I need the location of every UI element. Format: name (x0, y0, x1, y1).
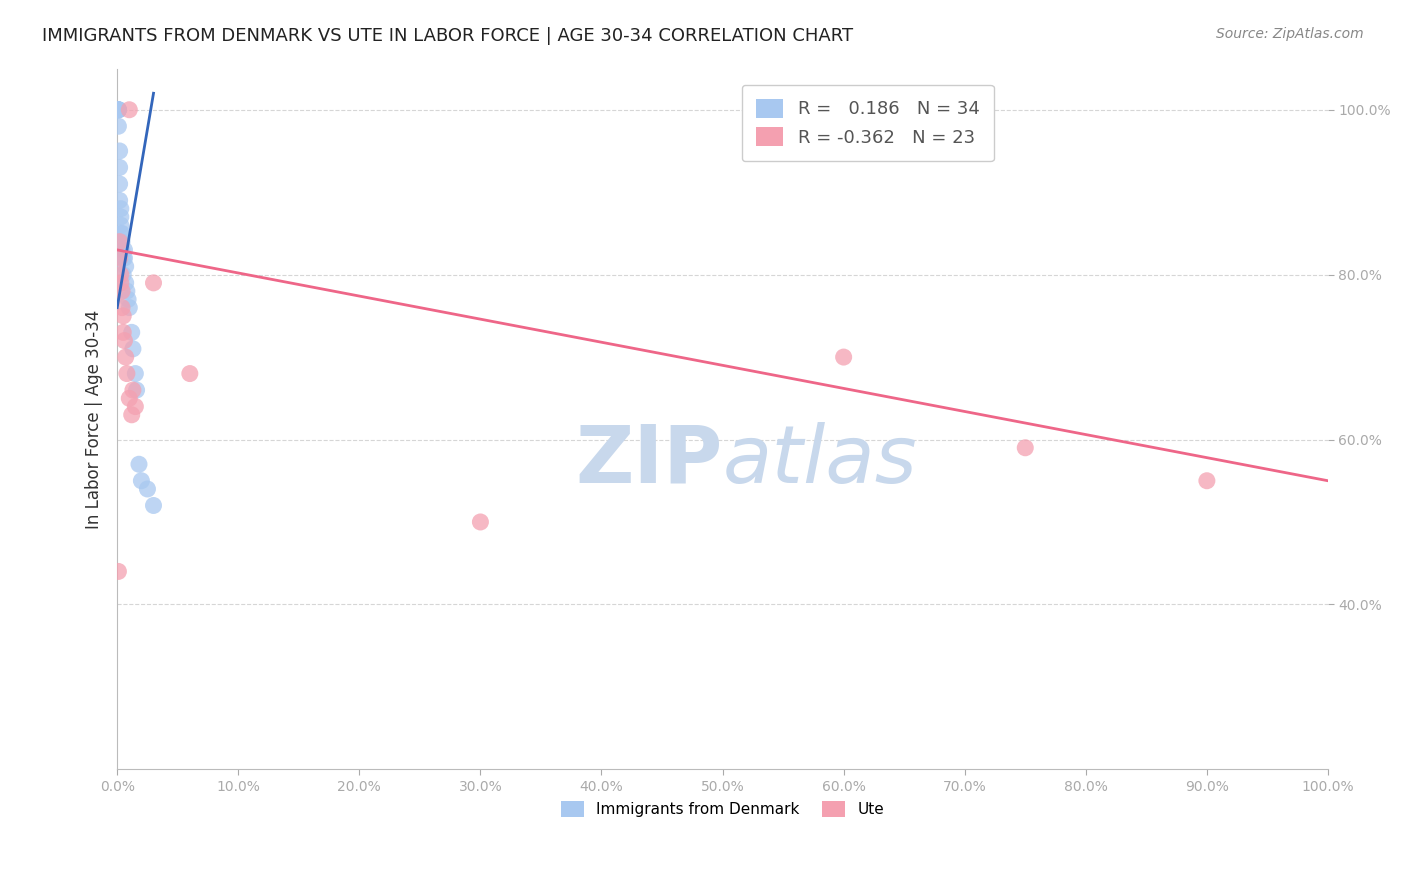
Point (111, 284, 134, 298)
Text: IMMIGRANTS FROM DENMARK VS UTE IN LABOR FORCE | AGE 30-34 CORRELATION CHART: IMMIGRANTS FROM DENMARK VS UTE IN LABOR … (42, 27, 853, 45)
Point (125, 383, 148, 397)
Point (112, 268, 135, 282)
Point (114, 251, 136, 265)
Point (114, 260, 136, 274)
Text: Source: ZipAtlas.com: Source: ZipAtlas.com (1216, 27, 1364, 41)
Point (1014, 441, 1036, 455)
Point (118, 392, 141, 406)
Point (111, 235, 134, 249)
Point (107, 103, 129, 117)
Point (111, 301, 134, 315)
Point (110, 202, 132, 216)
Point (111, 243, 134, 257)
Point (136, 482, 159, 496)
Text: ZIP: ZIP (575, 422, 723, 500)
Point (124, 400, 146, 414)
Point (142, 499, 165, 513)
Point (107, 103, 129, 117)
Point (121, 408, 143, 422)
Point (1195, 474, 1218, 488)
Point (114, 243, 136, 257)
Point (832, 350, 855, 364)
Point (108, 177, 131, 191)
Point (111, 227, 134, 241)
Point (114, 276, 136, 290)
Y-axis label: In Labor Force | Age 30-34: In Labor Force | Age 30-34 (86, 310, 103, 529)
Text: atlas: atlas (723, 422, 917, 500)
Point (118, 301, 141, 315)
Point (110, 210, 132, 224)
Legend: Immigrants from Denmark, Ute: Immigrants from Denmark, Ute (554, 794, 891, 825)
Point (108, 144, 131, 158)
Point (112, 326, 135, 340)
Point (112, 251, 135, 265)
Point (115, 284, 138, 298)
Point (110, 276, 132, 290)
Point (121, 326, 143, 340)
Point (118, 103, 141, 117)
Point (470, 515, 492, 529)
Point (114, 350, 136, 364)
Point (179, 367, 201, 381)
Point (110, 268, 132, 282)
Point (142, 276, 165, 290)
Point (122, 342, 145, 356)
Point (108, 161, 131, 175)
Point (110, 227, 132, 241)
Point (117, 293, 139, 307)
Point (124, 367, 146, 381)
Point (107, 103, 129, 117)
Point (128, 457, 150, 471)
Point (107, 103, 129, 117)
Point (107, 103, 129, 117)
Point (110, 218, 132, 232)
Point (122, 383, 145, 397)
Point (115, 367, 138, 381)
Point (108, 235, 131, 249)
Point (112, 309, 135, 323)
Point (107, 120, 129, 134)
Point (131, 474, 153, 488)
Point (108, 251, 131, 265)
Point (114, 334, 136, 348)
Point (107, 565, 129, 579)
Point (108, 194, 131, 208)
